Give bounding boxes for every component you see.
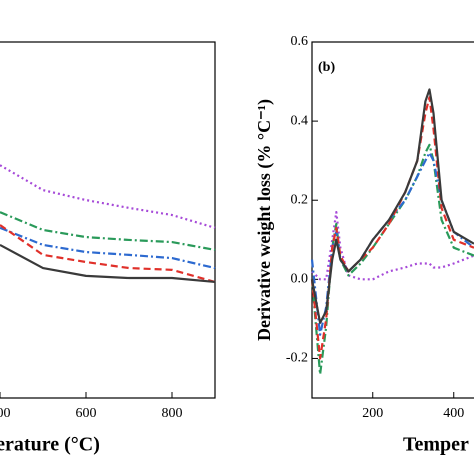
plot-frame — [311, 41, 474, 399]
series-line — [0, 211, 216, 251]
y-axis-label: Derivative weight loss (% °C⁻¹) — [254, 99, 275, 341]
series-line — [310, 88, 474, 324]
series-line — [0, 224, 216, 283]
series-line — [0, 164, 216, 229]
series-line — [310, 96, 474, 360]
x-tick-label: 400 — [0, 406, 11, 421]
plot-frame — [0, 41, 216, 399]
y-tick-label: -0.2 — [286, 351, 308, 366]
series-line — [0, 243, 216, 284]
series-line — [310, 143, 474, 376]
y-tick-label: 0.2 — [291, 192, 309, 207]
series-line — [311, 210, 474, 281]
x-tick-label: 800 — [162, 406, 183, 421]
y-tick-label: 0.0 — [291, 272, 309, 287]
x-axis-label: Temperature (°C) — [0, 434, 100, 456]
y-tick-label: 0.4 — [291, 113, 309, 128]
x-tick-label: 600 — [76, 406, 97, 421]
x-tick-label: 400 — [443, 406, 464, 421]
x-tick-label: 200 — [362, 406, 383, 421]
y-tick-label: 0.6 — [291, 34, 309, 49]
series-line — [0, 226, 216, 270]
x-axis-label: Temper — [403, 434, 469, 456]
panel-label: (b) — [318, 60, 335, 75]
